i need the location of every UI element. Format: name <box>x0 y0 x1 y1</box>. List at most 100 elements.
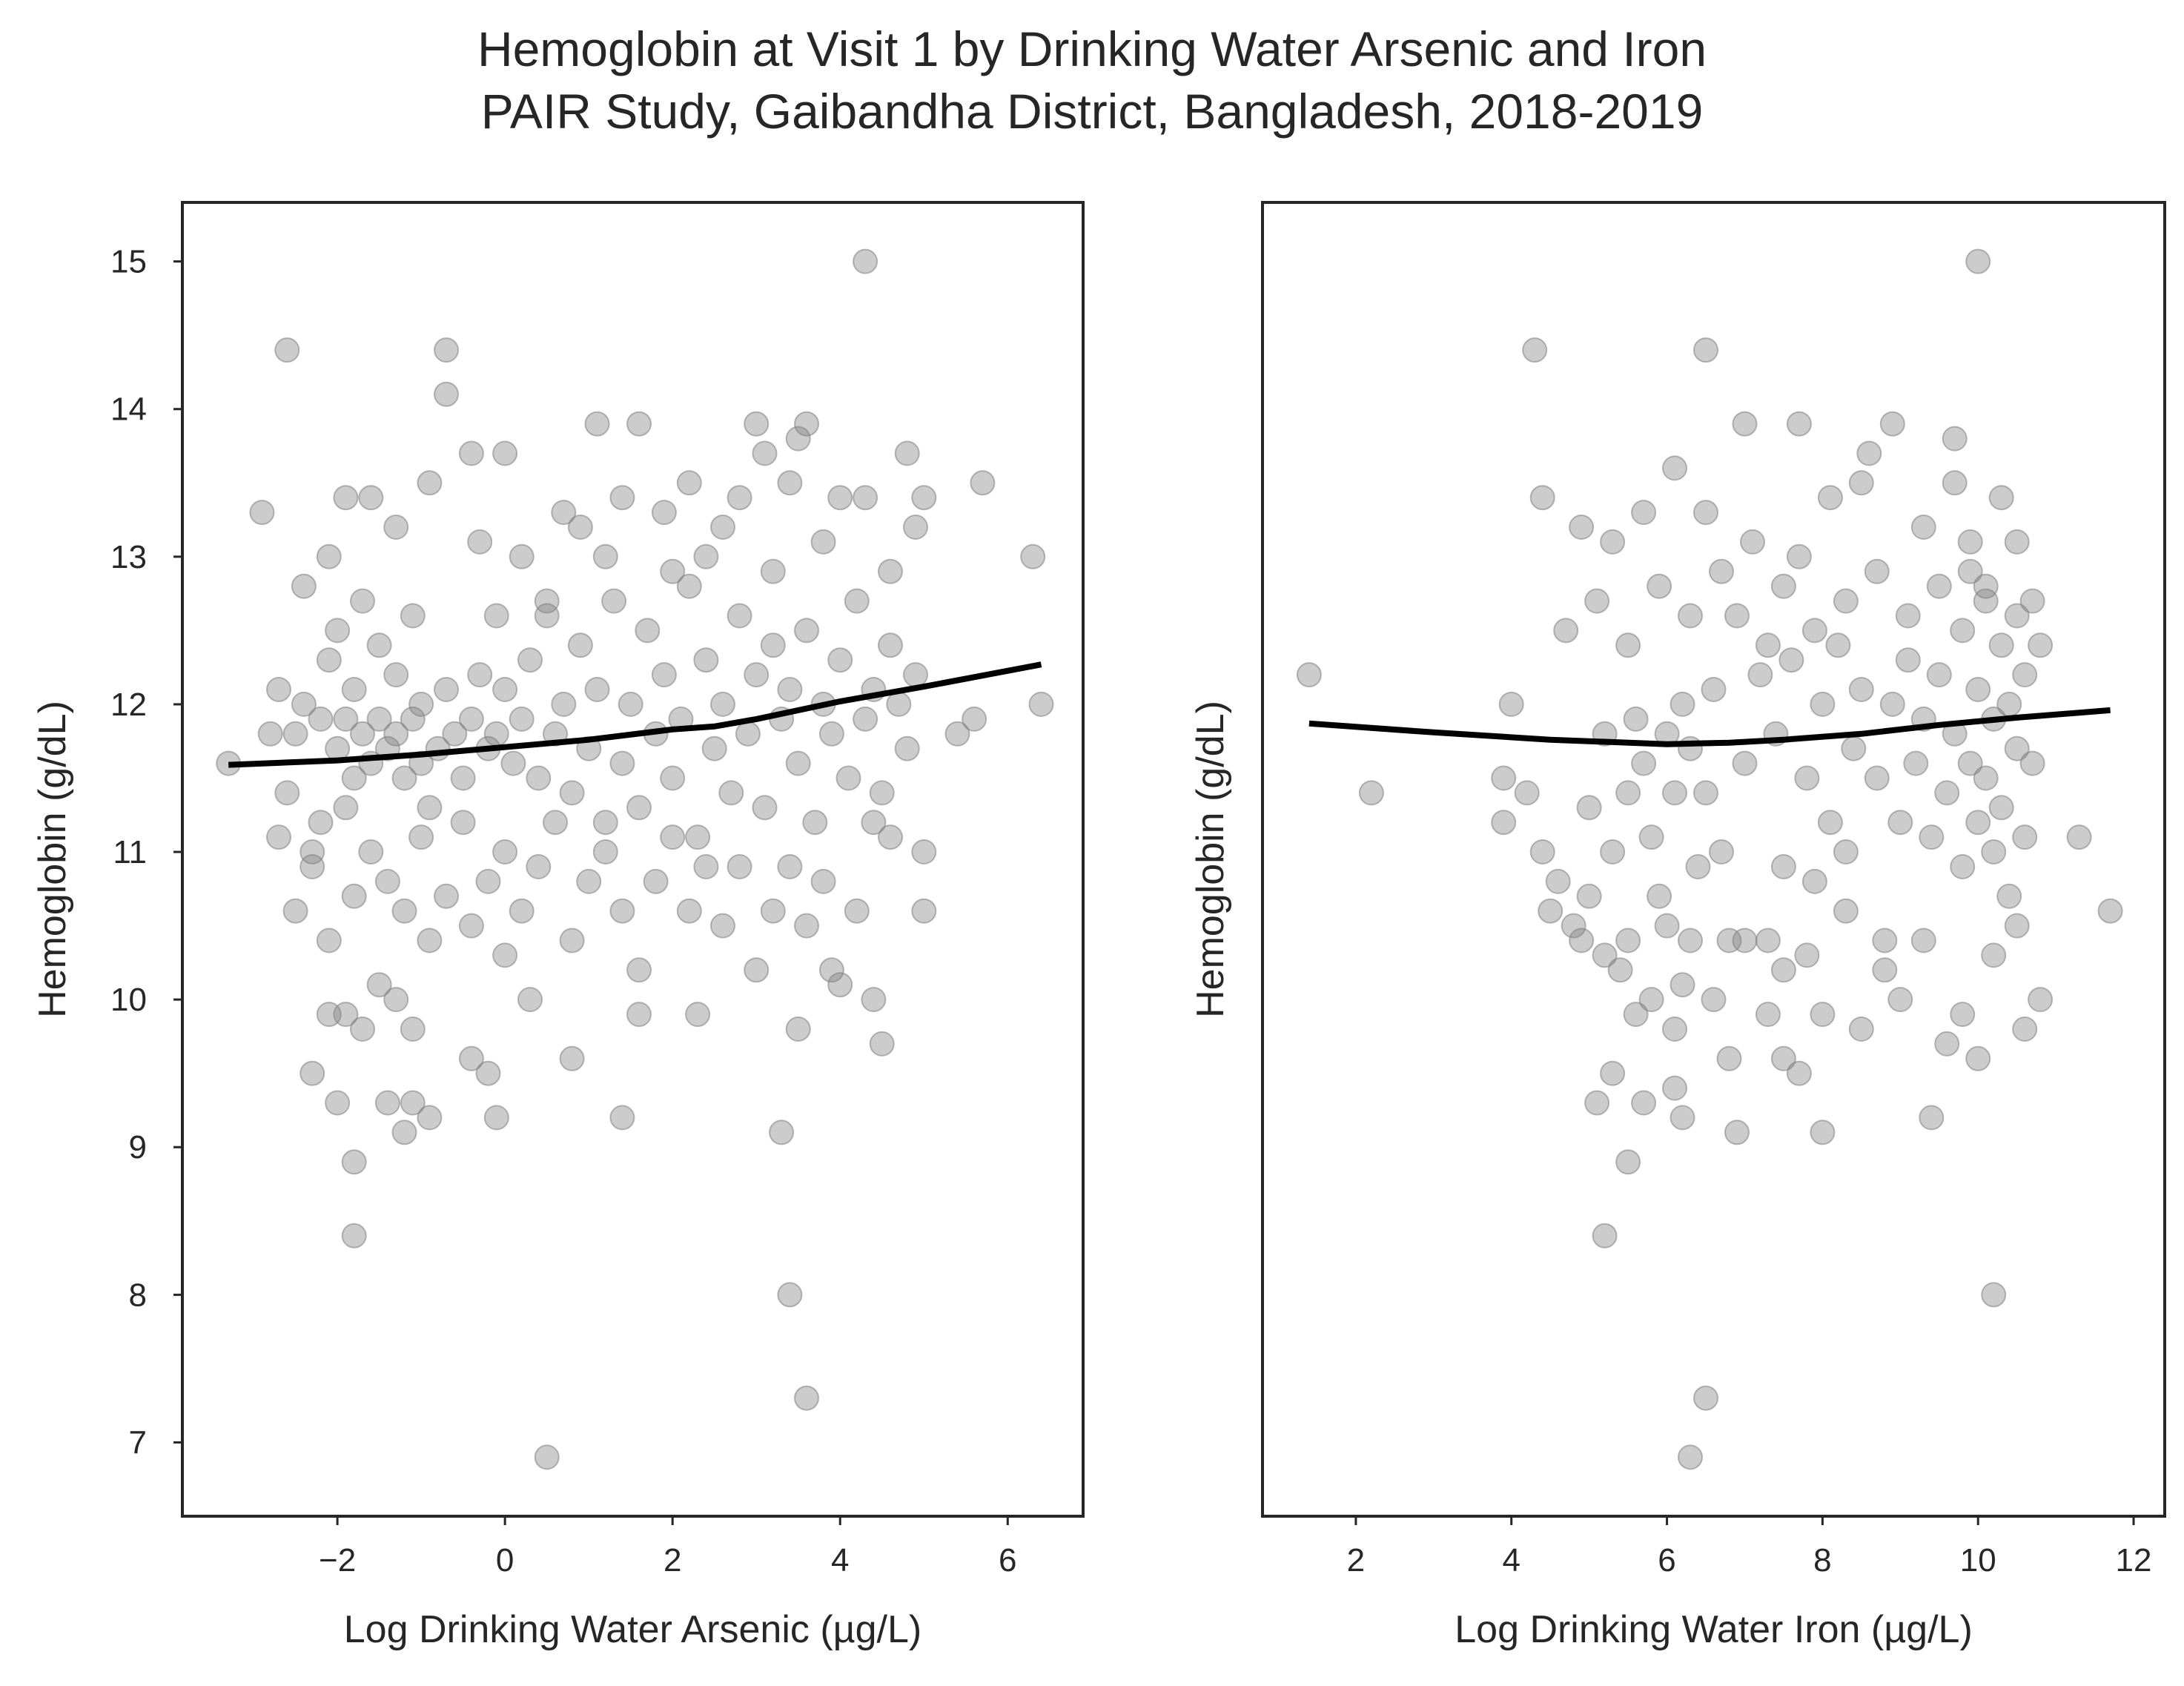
data-point <box>1592 942 1618 968</box>
data-point <box>869 780 895 806</box>
data-point <box>1950 854 1976 879</box>
data-point <box>374 1090 400 1116</box>
y-tick-label: 7 <box>129 1424 147 1461</box>
data-point <box>1887 810 1913 836</box>
data-point <box>794 618 819 644</box>
iron-points <box>1296 248 2123 1470</box>
data-point <box>483 603 509 629</box>
data-point <box>509 898 535 924</box>
data-point <box>458 1045 484 1071</box>
data-point <box>1662 780 1687 806</box>
data-point <box>777 854 803 879</box>
data-point <box>467 662 493 688</box>
data-point <box>1631 500 1657 526</box>
data-point <box>1576 883 1602 909</box>
data-point <box>894 735 920 761</box>
data-point <box>853 248 878 274</box>
data-point <box>1553 618 1579 644</box>
data-point <box>1724 603 1750 629</box>
data-point <box>249 500 275 526</box>
data-point <box>2012 1016 2038 1042</box>
data-point <box>1879 411 1905 437</box>
data-point <box>517 987 543 1013</box>
iron-x-ticks: 2 4 6 8 10 12 <box>1347 1516 2152 1578</box>
data-point <box>1864 558 1890 584</box>
data-point <box>350 721 375 747</box>
data-point <box>1647 883 1672 909</box>
data-point <box>592 810 618 836</box>
data-point <box>1988 632 2014 658</box>
data-point <box>1801 868 1827 894</box>
data-point <box>1701 987 1727 1013</box>
data-point <box>475 1060 501 1086</box>
x-tick-label: 6 <box>1658 1542 1675 1578</box>
data-point <box>1926 662 1952 688</box>
data-point <box>2004 529 2030 555</box>
data-point <box>894 440 920 466</box>
data-point <box>567 632 593 658</box>
data-point <box>391 1120 417 1146</box>
data-point <box>1545 868 1571 894</box>
data-point <box>266 824 291 850</box>
data-point <box>383 721 409 747</box>
data-point <box>1755 928 1781 953</box>
data-point <box>1957 529 1983 555</box>
data-point <box>282 721 308 747</box>
data-point <box>1848 1016 1874 1042</box>
data-point <box>1678 735 1703 761</box>
data-point <box>1864 765 1890 791</box>
data-point <box>592 543 618 569</box>
data-point <box>526 765 552 791</box>
data-point <box>802 810 828 836</box>
data-point <box>1740 529 1765 555</box>
data-point <box>274 337 300 363</box>
data-point <box>475 868 501 894</box>
data-point <box>710 691 735 717</box>
data-point <box>752 795 778 821</box>
data-point <box>1709 839 1734 865</box>
data-point <box>777 470 803 496</box>
arsenic-x-axis-label: Log Drinking Water Arsenic (µg/L) <box>344 1608 921 1651</box>
data-point <box>903 662 928 688</box>
data-point <box>962 706 987 732</box>
data-point <box>2012 824 2038 850</box>
data-point <box>827 647 853 673</box>
data-point <box>1732 750 1758 776</box>
data-point <box>810 868 836 894</box>
data-point <box>1973 765 1999 791</box>
data-point <box>1569 515 1595 540</box>
data-point <box>559 928 585 953</box>
data-point <box>911 485 937 511</box>
data-point <box>1770 854 1796 879</box>
data-point <box>861 810 887 836</box>
data-point <box>1794 942 1820 968</box>
data-point <box>458 706 484 732</box>
data-point <box>325 618 351 644</box>
data-point <box>777 677 803 702</box>
arsenic-y-ticks: 7 8 9 10 11 12 13 14 15 <box>110 244 182 1461</box>
data-point <box>785 750 811 776</box>
data-point <box>341 765 367 791</box>
data-point <box>458 440 484 466</box>
data-point <box>592 839 618 865</box>
data-point <box>2066 824 2092 850</box>
data-point <box>1801 618 1827 644</box>
x-tick-label: 12 <box>2116 1542 2152 1578</box>
data-point <box>1825 632 1851 658</box>
data-point <box>492 677 518 702</box>
data-point <box>1770 573 1796 599</box>
data-point <box>417 928 443 953</box>
data-point <box>2019 750 2045 776</box>
data-point <box>827 485 853 511</box>
data-point <box>333 485 359 511</box>
data-point <box>1833 898 1859 924</box>
arsenic-y-axis-label: Hemoglobin (g/dL) <box>31 701 74 1018</box>
data-point <box>1879 691 1905 717</box>
data-point <box>450 765 476 791</box>
data-point <box>1817 810 1843 836</box>
data-point <box>333 1002 359 1028</box>
data-point <box>794 1385 819 1411</box>
data-point <box>626 795 652 821</box>
x-tick-label: −2 <box>319 1542 356 1578</box>
data-point <box>744 957 770 983</box>
